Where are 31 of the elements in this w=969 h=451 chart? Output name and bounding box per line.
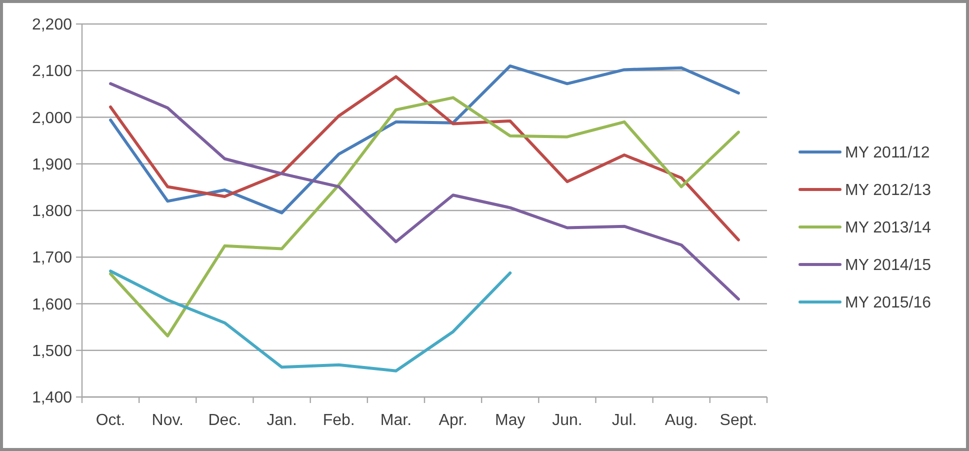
y-tick-label: 1,800: [32, 203, 72, 220]
legend-label: MY 2014/15: [845, 257, 932, 274]
x-tick-label: May: [495, 412, 526, 429]
x-tick-label: Sept.: [720, 412, 758, 429]
y-tick-label: 2,200: [32, 16, 72, 34]
legend-label: MY 2013/14: [845, 220, 932, 237]
y-tick-label: 1,400: [32, 390, 72, 407]
y-tick-label: 1,900: [32, 156, 72, 174]
x-tick-label: Oct.: [96, 412, 126, 429]
y-tick-label: 1,700: [32, 250, 72, 267]
legend-label: MY 2012/13: [845, 182, 932, 200]
x-tick-label: Mar.: [380, 412, 412, 429]
x-tick-label: Feb.: [322, 412, 355, 429]
x-tick-label: Dec.: [208, 412, 242, 429]
y-tick-label: 2,000: [32, 110, 72, 127]
y-tick-label: 1,600: [32, 296, 72, 314]
x-tick-label: Apr.: [438, 412, 468, 429]
line-series: [109, 96, 740, 338]
y-tick-label: 2,100: [32, 63, 72, 80]
legend-label: MY 2011/12: [845, 144, 930, 162]
x-tick-label: Nov.: [152, 412, 184, 429]
x-tick-label: Jul.: [612, 412, 637, 429]
line-series: [109, 270, 512, 372]
line-series: [109, 75, 740, 242]
x-tick-label: Jan.: [266, 412, 297, 429]
legend-label: MY 2015/16: [845, 294, 932, 312]
line-series: [109, 64, 740, 214]
y-tick-label: 1,500: [32, 342, 72, 360]
line-series: [109, 82, 740, 301]
x-tick-label: Aug.: [664, 412, 698, 429]
x-tick-label: Jun.: [552, 412, 582, 429]
